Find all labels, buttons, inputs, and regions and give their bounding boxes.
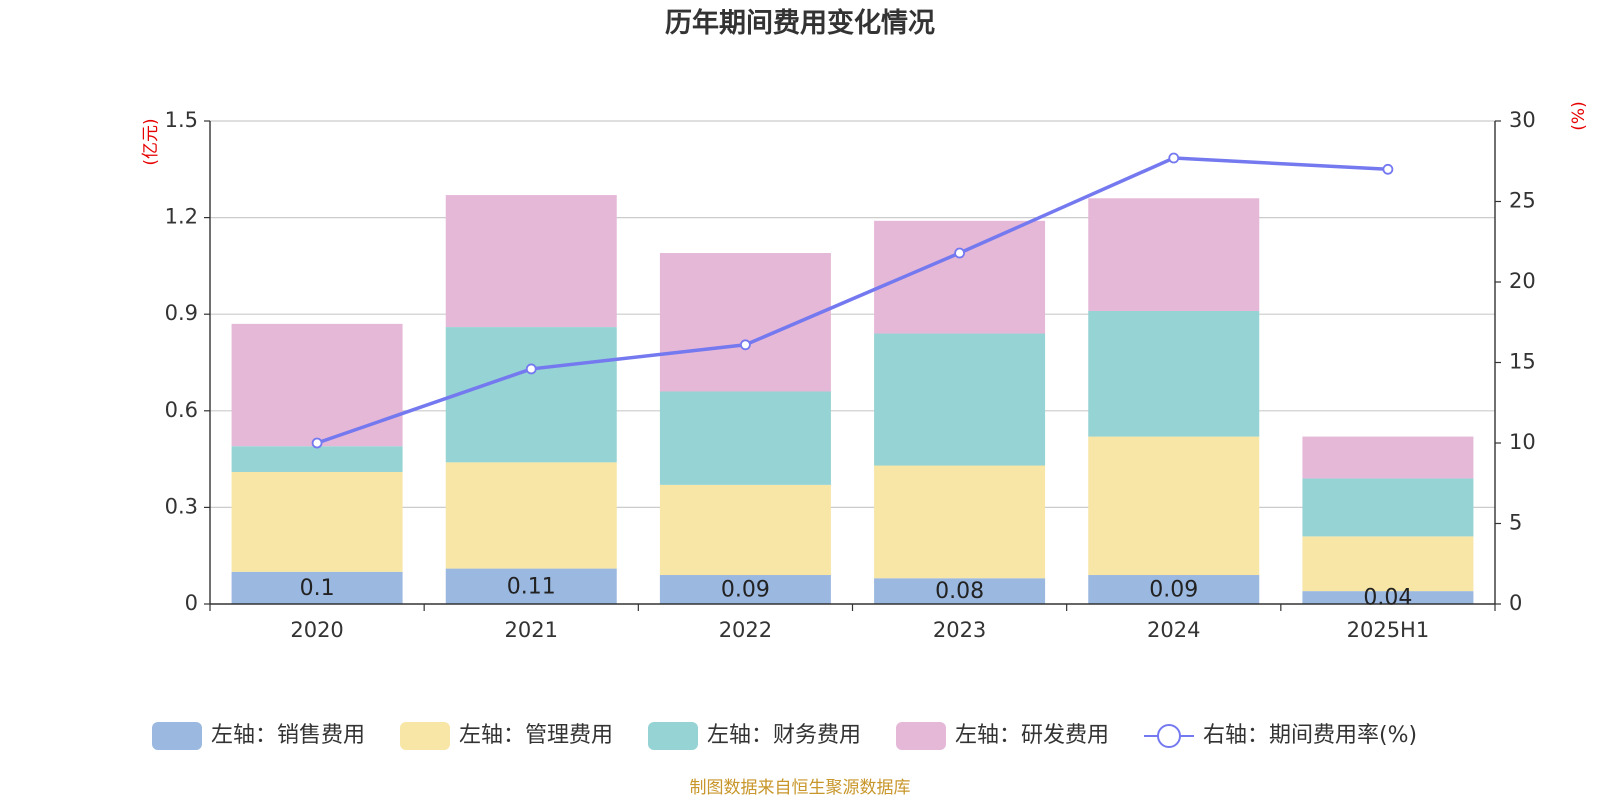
bar-s1-2025H1	[1302, 536, 1474, 592]
legend-swatch-3	[896, 722, 946, 750]
x-tick-label-2022: 2022	[719, 618, 772, 642]
bar-s2-2025H1	[1302, 478, 1474, 537]
bar-s0-2021	[445, 568, 617, 604]
rate-point-2021	[525, 363, 537, 375]
legend-swatch-1	[400, 722, 450, 750]
right-tick-label-5: 25	[1509, 189, 1536, 213]
bar-s2-2023	[874, 333, 1046, 466]
legend-label-2: 左轴：财务费用	[707, 723, 861, 748]
rate-line-path	[316, 156, 1389, 445]
rate-point-2020	[311, 437, 323, 449]
rate-point-2022	[740, 339, 751, 351]
axes: 0 0.3 0.6 0.9 1.2 1.5 0 5 10 15 20 25 30 2020 2021 2022…	[165, 108, 1536, 642]
legend-swatch-2	[648, 722, 698, 750]
legend-label-3: 左轴：研发费用	[955, 723, 1109, 748]
bar-s0-2024	[1088, 575, 1260, 604]
bars	[231, 195, 1474, 604]
bar-s3-2024	[1088, 198, 1260, 311]
source-note: 制图数据来自恒生聚源数据库	[690, 778, 911, 798]
bar-s3-2022	[659, 253, 831, 392]
bar-label-2023: 0.08	[935, 579, 984, 604]
grid-lines	[210, 120, 1495, 508]
legend-marker-swatch	[1157, 724, 1181, 748]
bar-s2-2024	[1088, 310, 1260, 437]
left-tick-label-4: 1.2	[165, 205, 198, 229]
rate-point-2023	[954, 247, 965, 259]
right-tick-label-3: 15	[1509, 350, 1536, 374]
left-axis-unit: (亿元)	[141, 118, 161, 165]
bar-s2-2021	[445, 327, 617, 463]
right-tick-label-6: 30	[1509, 108, 1536, 132]
bar-s0-2022	[659, 575, 831, 604]
right-axis-unit: (%)	[1569, 101, 1589, 130]
x-tick-label-2021: 2021	[505, 618, 558, 642]
bar-label-2025H1: 0.04	[1363, 586, 1412, 611]
bar-s0-2023	[874, 578, 1046, 604]
bar-label-2024: 0.09	[1149, 578, 1198, 603]
legend-swatch-0	[152, 722, 202, 750]
left-tick-label-2: 0.6	[165, 398, 198, 422]
bar-s0-2020	[231, 571, 403, 604]
legend-label-0: 左轴：销售费用	[211, 723, 365, 748]
x-tick-label-2025H1: 2025H1	[1347, 618, 1430, 642]
bar-s1-2022	[659, 484, 831, 576]
right-tick-label-0: 0	[1509, 591, 1522, 615]
bar-s3-2021	[445, 195, 617, 328]
bar-label-2021: 0.11	[507, 574, 556, 599]
bar-s1-2021	[445, 462, 617, 569]
bar-s2-2022	[659, 391, 831, 485]
x-tick-label-2020: 2020	[290, 618, 343, 642]
rate-point-2024	[1168, 152, 1180, 164]
legend-label-4: 右轴：期间费用率(%)	[1203, 723, 1417, 748]
x-tick-label-2024: 2024	[1147, 618, 1200, 642]
bar-label-2022: 0.09	[721, 578, 770, 603]
chart-title: 历年期间费用变化情况	[665, 7, 935, 39]
x-tick-label-2023: 2023	[933, 618, 986, 642]
bar-s1-2024	[1088, 436, 1260, 576]
bar-label-2020: 0.1	[300, 576, 335, 601]
bar-s3-2020	[231, 323, 403, 447]
bar-s3-2025H1	[1302, 436, 1474, 479]
left-tick-label-0: 0	[185, 591, 198, 615]
rate-point-2025H1	[1382, 163, 1394, 175]
bar-s0-2025H1	[1302, 591, 1474, 604]
right-tick-label-1: 5	[1509, 511, 1522, 535]
bar-s1-2023	[874, 465, 1046, 579]
left-tick-label-5: 1.5	[165, 108, 198, 132]
right-tick-label-2: 10	[1509, 430, 1536, 454]
data-labels: 0.1 0.11 0.09 0.08 0.09 0.04	[300, 574, 1413, 610]
rate-line	[311, 152, 1394, 449]
left-tick-label-3: 0.9	[165, 301, 198, 325]
bar-s2-2020	[231, 446, 403, 472]
right-tick-label-4: 20	[1509, 269, 1536, 293]
legend: 左轴：销售费用 左轴：管理费用 左轴：财务费用 左轴：研发费用 右轴：期间费用率(%)	[152, 722, 1417, 750]
legend-label-1: 左轴：管理费用	[459, 723, 613, 748]
left-tick-label-1: 0.3	[165, 494, 198, 518]
bar-s1-2020	[231, 471, 403, 572]
